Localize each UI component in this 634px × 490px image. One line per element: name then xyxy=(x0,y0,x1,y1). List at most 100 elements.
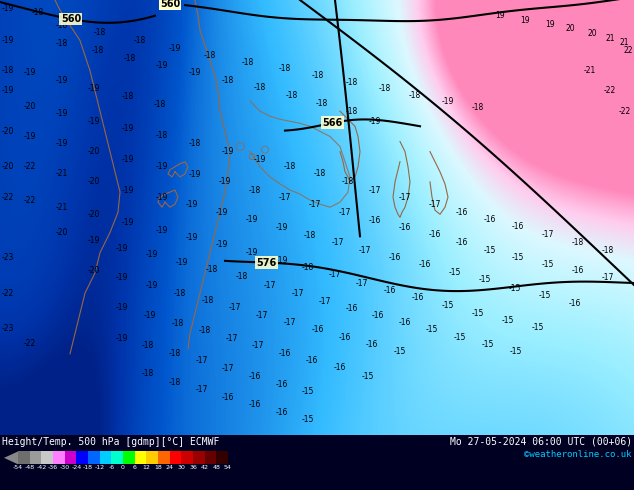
Text: 54: 54 xyxy=(224,466,232,470)
Text: -18: -18 xyxy=(302,263,314,272)
Text: -16: -16 xyxy=(389,253,401,262)
Text: -17: -17 xyxy=(329,270,341,279)
Bar xyxy=(193,451,205,465)
Text: -18: -18 xyxy=(286,91,298,99)
Text: -16: -16 xyxy=(399,223,411,232)
Text: -16: -16 xyxy=(384,286,396,294)
Text: -18: -18 xyxy=(249,186,261,195)
Text: 48: 48 xyxy=(212,466,220,470)
Text: -16: -16 xyxy=(276,408,288,417)
Text: -22: -22 xyxy=(24,339,36,348)
Text: -15: -15 xyxy=(449,269,461,277)
Text: -15: -15 xyxy=(394,347,406,356)
Text: -19: -19 xyxy=(156,162,168,171)
Text: -21: -21 xyxy=(56,203,68,212)
Text: -16: -16 xyxy=(456,238,468,247)
Text: -17: -17 xyxy=(284,318,296,327)
Text: -19: -19 xyxy=(122,124,134,133)
Text: -48: -48 xyxy=(25,466,35,470)
Text: -16: -16 xyxy=(339,333,351,342)
Text: -18: -18 xyxy=(284,162,296,171)
Text: 19: 19 xyxy=(545,20,555,29)
Text: -19: -19 xyxy=(276,256,288,265)
Text: -15: -15 xyxy=(542,260,554,270)
Text: -22: -22 xyxy=(2,289,14,297)
Text: -19: -19 xyxy=(189,171,201,179)
Text: 560: 560 xyxy=(61,14,81,24)
Text: -16: -16 xyxy=(306,356,318,366)
Text: -15: -15 xyxy=(502,316,514,325)
Text: -19: -19 xyxy=(88,84,100,94)
Text: 36: 36 xyxy=(189,466,197,470)
Text: -15: -15 xyxy=(482,340,494,349)
Text: -18: -18 xyxy=(2,66,14,75)
Text: -18: -18 xyxy=(202,295,214,305)
Text: -19: -19 xyxy=(246,215,258,224)
Text: -18: -18 xyxy=(56,39,68,48)
Text: -19: -19 xyxy=(222,147,234,156)
Text: -18: -18 xyxy=(199,326,211,335)
Text: 20: 20 xyxy=(565,24,575,33)
Text: Height/Temp. 500 hPa [gdmp][°C] ECMWF: Height/Temp. 500 hPa [gdmp][°C] ECMWF xyxy=(2,437,219,446)
Text: -19: -19 xyxy=(219,177,231,186)
Text: -16: -16 xyxy=(279,349,291,358)
Text: -17: -17 xyxy=(602,273,614,282)
Text: 21: 21 xyxy=(605,34,615,43)
Text: -19: -19 xyxy=(56,109,68,118)
Text: -19: -19 xyxy=(116,273,128,282)
Text: -18: -18 xyxy=(206,266,218,274)
Bar xyxy=(41,451,53,465)
Text: -18: -18 xyxy=(222,76,234,85)
Bar xyxy=(18,451,30,465)
Text: -19: -19 xyxy=(122,186,134,195)
Text: -19: -19 xyxy=(2,86,14,96)
Text: -18: -18 xyxy=(314,170,326,178)
Text: -18: -18 xyxy=(122,92,134,100)
Text: -23: -23 xyxy=(2,324,14,333)
Text: -22: -22 xyxy=(24,196,36,205)
Text: -18: -18 xyxy=(342,177,354,186)
Text: -19: -19 xyxy=(156,226,168,235)
Text: -17: -17 xyxy=(252,341,264,350)
Text: -18: -18 xyxy=(242,58,254,67)
Text: 42: 42 xyxy=(201,466,209,470)
Text: -17: -17 xyxy=(196,385,208,393)
Text: -22: -22 xyxy=(24,162,36,171)
Bar xyxy=(65,451,76,465)
Bar xyxy=(30,451,41,465)
Polygon shape xyxy=(4,451,18,465)
Text: -19: -19 xyxy=(122,155,134,164)
Text: -19: -19 xyxy=(116,303,128,312)
Text: -16: -16 xyxy=(456,208,468,217)
Text: -19: -19 xyxy=(186,200,198,209)
Text: -42: -42 xyxy=(36,466,46,470)
Text: -20: -20 xyxy=(56,228,68,237)
Text: -19: -19 xyxy=(276,223,288,232)
Text: -18: -18 xyxy=(304,231,316,240)
Text: -17: -17 xyxy=(264,281,276,290)
Text: -20: -20 xyxy=(24,101,36,111)
Text: 12: 12 xyxy=(143,466,150,470)
Text: 576: 576 xyxy=(256,258,276,268)
Text: -18: -18 xyxy=(572,238,584,247)
Text: -16: -16 xyxy=(276,380,288,389)
Text: -15: -15 xyxy=(484,246,496,255)
Text: 30: 30 xyxy=(178,466,185,470)
Text: -20: -20 xyxy=(88,267,100,275)
Text: -20: -20 xyxy=(88,147,100,156)
Text: -16: -16 xyxy=(429,230,441,239)
Text: -17: -17 xyxy=(542,230,554,239)
Text: -17: -17 xyxy=(399,193,411,201)
Text: 21: 21 xyxy=(619,38,629,47)
Text: -19: -19 xyxy=(216,240,228,249)
Text: -30: -30 xyxy=(60,466,70,470)
Text: -19: -19 xyxy=(56,139,68,148)
Text: -18: -18 xyxy=(154,99,166,109)
Text: -15: -15 xyxy=(442,301,454,310)
Text: -18: -18 xyxy=(346,78,358,87)
Bar xyxy=(134,451,146,465)
Bar xyxy=(100,451,112,465)
Text: -20: -20 xyxy=(88,210,100,219)
Text: -17: -17 xyxy=(332,238,344,247)
Text: -19: -19 xyxy=(189,68,201,77)
